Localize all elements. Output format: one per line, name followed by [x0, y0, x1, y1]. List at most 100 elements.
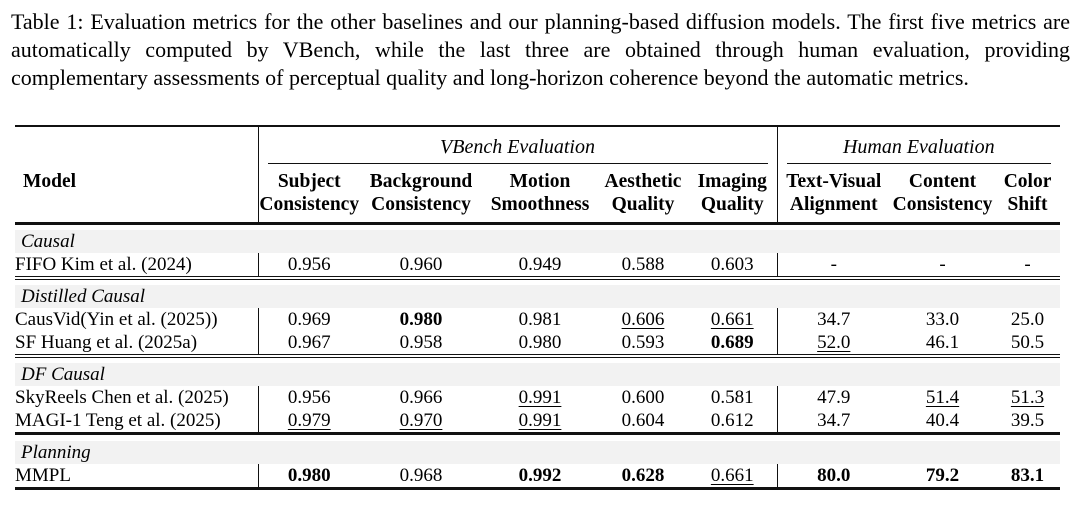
metric-cell: 0.600 [621, 387, 665, 408]
metric-cell: - [939, 254, 946, 275]
section-label-distilled-causal: Distilled Causal [15, 285, 1061, 308]
metric-cell: 0.661 [710, 465, 754, 486]
header-line: Subject [277, 171, 341, 192]
section-label-df-causal-row: DF Causal [15, 363, 1061, 386]
header-line: Consistency [371, 194, 471, 215]
section-label-distilled-causal-row: Distilled Causal [15, 285, 1061, 308]
column-header-motion-smoothness: Motion Smoothness [482, 164, 598, 225]
group-header-vbench: VBench Evaluation [257, 126, 778, 164]
section-label-planning-row: Planning [15, 441, 1061, 464]
column-header-model: Model [15, 164, 258, 225]
metric-cell: 0.981 [518, 309, 562, 330]
metric-cell: 34.7 [776, 409, 891, 432]
metric-cell: 0.969 [257, 308, 360, 331]
group-header-row: VBench Evaluation Human Evaluation [15, 126, 1061, 164]
metric-cell: 47.9 [776, 386, 891, 409]
human-group-rule [786, 163, 1052, 164]
metric-cell: 33.0 [925, 309, 960, 330]
metric-cell: 0.967 [257, 331, 360, 354]
metric-cell: 0.612 [710, 410, 754, 431]
metric-cell: 52.0 [776, 331, 891, 354]
column-header-row: Model Subject Consistency Background Con… [15, 164, 1061, 225]
column-header-aesthetic-quality: Aesthetic Quality [598, 164, 688, 225]
section-separator [15, 354, 1061, 363]
group-label-vbench: VBench Evaluation [440, 136, 595, 158]
group-label-human: Human Evaluation [842, 136, 995, 158]
metric-cell: 0.991 [518, 410, 562, 431]
column-header-subject-consistency: Subject Consistency [257, 164, 360, 225]
table-row: MMPL 0.980 0.968 0.992 0.628 0.661 80.0 79.2 83.… [15, 464, 1060, 489]
metric-cell: 0.949 [518, 254, 562, 275]
header-line: Consistency [892, 194, 993, 215]
table-body: Causal FIFO Kim et al. (2024) 0.956 0.960 0.… [15, 224, 1061, 489]
section-label-planning: Planning [15, 441, 1061, 464]
metric-cell: - [776, 253, 891, 276]
metric-cell: 0.992 [518, 465, 562, 486]
header-line: Alignment [789, 194, 878, 215]
metric-cell: 80.0 [776, 464, 891, 489]
table-row: SkyReels Chen et al. (2025) 0.956 0.966 0.9… [15, 386, 1060, 409]
metric-cell: 0.588 [621, 254, 665, 275]
metric-cell: 0.956 [257, 386, 360, 409]
model-name-cell: FIFO Kim et al. (2024) [15, 254, 192, 275]
table-row: MAGI-1 Teng et al. (2025) 0.979 0.970 0.991… [15, 409, 1060, 432]
section-separator-rule [15, 354, 1061, 358]
section-separator-rule [15, 432, 1061, 435]
column-header-text-visual-alignment: Text-Visual Alignment [776, 164, 891, 225]
metric-cell: 0.603 [710, 254, 754, 275]
model-group-spacer [15, 126, 258, 164]
metric-cell: 40.4 [925, 410, 960, 431]
metrics-table: VBench Evaluation Human Evaluation Model… [15, 125, 1061, 490]
paper-page: Table 1: Evaluation metrics for the othe… [0, 8, 1080, 526]
column-header-color-shift: Color Shift [995, 164, 1061, 225]
table-row: FIFO Kim et al. (2024) 0.956 0.960 0.949 0.5… [15, 253, 1060, 276]
metric-cell: 0.604 [621, 410, 665, 431]
section-separator-row [15, 432, 1061, 441]
metric-cell: 0.970 [399, 410, 443, 431]
group-header-human: Human Evaluation [776, 126, 1061, 164]
section-separator-row [15, 276, 1061, 285]
column-header-imaging-quality: Imaging Quality [688, 164, 778, 225]
header-line: Quality [700, 194, 764, 215]
header-line: Aesthetic [604, 171, 682, 192]
metric-cell: 0.968 [399, 465, 443, 486]
column-header-content-consistency: Content Consistency [890, 164, 996, 225]
metric-cell: 51.4 [925, 387, 960, 408]
header-line: Motion [509, 171, 571, 192]
metric-cell: 51.3 [1010, 387, 1045, 408]
model-name-cell: CausVid(Yin et al. (2025)) [15, 309, 218, 330]
metric-cell: 0.980 [257, 464, 360, 489]
section-label-causal: Causal [15, 230, 1061, 253]
model-name-cell: MAGI-1 Teng et al. (2025) [15, 410, 221, 431]
metric-cell: 39.5 [1010, 410, 1045, 431]
header-line: Background [369, 171, 473, 192]
metric-cell: 79.2 [925, 465, 960, 486]
header-line: Content [908, 171, 977, 192]
section-label-causal-row: Causal [15, 230, 1061, 253]
header-line: Consistency [259, 194, 360, 215]
metric-cell: 46.1 [925, 332, 960, 353]
metric-cell: 0.606 [621, 309, 665, 330]
vbench-group-rule [267, 163, 768, 164]
metric-cell: 25.0 [1010, 309, 1045, 330]
model-name-cell: MMPL [15, 465, 71, 486]
header-line: Quality [611, 194, 675, 215]
header-line: Imaging [697, 171, 767, 192]
model-name-cell: SF Huang et al. (2025a) [15, 332, 198, 353]
metric-cell: - [1024, 254, 1031, 275]
header-line: Text-Visual [786, 171, 882, 192]
metric-cell: 0.960 [399, 254, 443, 275]
metric-cell: 0.979 [257, 409, 360, 432]
metric-cell: 0.689 [710, 332, 754, 353]
table-caption: Table 1: Evaluation metrics for the othe… [11, 9, 1070, 90]
section-separator [15, 276, 1061, 285]
metric-cell: 0.581 [710, 387, 754, 408]
metric-cell: 83.1 [1010, 465, 1045, 486]
header-line: Shift [1007, 194, 1048, 215]
section-separator [15, 432, 1061, 441]
column-header-background-consistency: Background Consistency [360, 164, 482, 225]
table-row: SF Huang et al. (2025a) 0.967 0.958 0.980 0.… [15, 331, 1060, 354]
metric-cell: 0.980 [399, 309, 443, 330]
metric-cell: 0.593 [621, 332, 665, 353]
table-row: CausVid(Yin et al. (2025)) 0.969 0.980 0.98… [15, 308, 1060, 331]
